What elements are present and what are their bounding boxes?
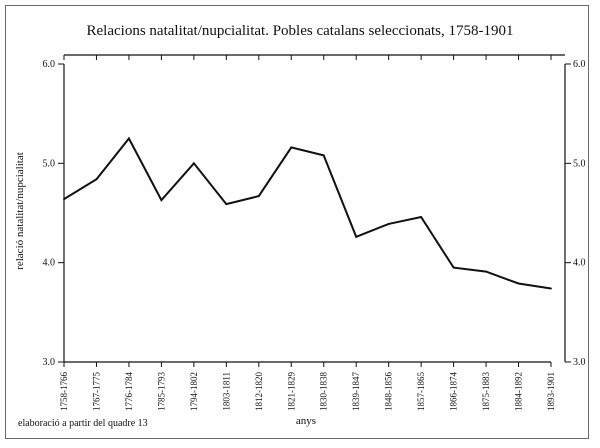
data-point bbox=[550, 287, 552, 290]
data-point bbox=[128, 137, 130, 140]
y-tick-label: 4.0 bbox=[43, 258, 56, 269]
y-tick-labels: 3.0 3.0 4.0 4.0 5.0 5.0 6.0 6.0 bbox=[43, 59, 586, 368]
data-point bbox=[63, 198, 65, 200]
y-tick-label: 6.0 bbox=[43, 59, 56, 70]
x-tick-label: 1812-1820 bbox=[254, 372, 264, 411]
data-point bbox=[452, 266, 455, 269]
data-point bbox=[387, 223, 390, 225]
x-tick-label: 1875-1883 bbox=[481, 372, 491, 411]
y-right-tick-label: 5.0 bbox=[573, 158, 586, 169]
data-point bbox=[290, 146, 293, 149]
data-point bbox=[225, 203, 228, 205]
data-point bbox=[517, 282, 520, 285]
x-tick-label: 1830-1838 bbox=[319, 372, 329, 411]
data-point bbox=[420, 216, 423, 218]
x-tick-label: 1767-1775 bbox=[91, 372, 101, 411]
chart-title: Relacions natalitat/nupcialitat. Pobles … bbox=[86, 23, 514, 39]
data-point bbox=[355, 235, 358, 238]
x-tick-label: 1794-1802 bbox=[189, 372, 199, 411]
x-axis-label: anys bbox=[296, 415, 316, 427]
x-tick-label: 1803-1811 bbox=[221, 372, 231, 411]
y-right-tick-label: 3.0 bbox=[573, 357, 586, 368]
data-point bbox=[95, 178, 98, 181]
source-note: elaboració a partir del quadre 13 bbox=[18, 418, 148, 429]
x-tick-label: 1758-1766 bbox=[59, 372, 69, 411]
data-point bbox=[322, 154, 325, 157]
x-tick-label: 1821-1829 bbox=[286, 372, 296, 411]
y-right-tick-label: 4.0 bbox=[573, 258, 586, 269]
x-tick-label: 1839-1847 bbox=[351, 372, 361, 411]
x-tick-label: 1884-1892 bbox=[514, 372, 524, 411]
axes bbox=[58, 54, 571, 367]
x-tick-label: 1848-1856 bbox=[384, 372, 394, 411]
x-tick-label: 1776-1784 bbox=[124, 372, 134, 411]
data-point bbox=[257, 195, 260, 198]
data-point bbox=[192, 162, 195, 165]
x-tick-label: 1893-1901 bbox=[546, 372, 556, 411]
y-right-tick-label: 6.0 bbox=[573, 59, 586, 70]
series-line-0 bbox=[63, 136, 552, 290]
x-tick-label: 1866-1874 bbox=[449, 372, 459, 411]
y-tick-label: 3.0 bbox=[43, 357, 56, 368]
x-tick-labels: 1758-1766 1767-1775 1776-1784 1785-1793 1794… bbox=[59, 372, 556, 411]
data-point bbox=[485, 270, 487, 273]
y-axis-label: relació natalitat/nupcialitat bbox=[14, 152, 26, 270]
y-tick-label: 5.0 bbox=[43, 158, 56, 169]
x-tick-label: 1857-1865 bbox=[416, 372, 426, 411]
x-tick-label: 1785-1793 bbox=[156, 372, 166, 411]
data-point bbox=[160, 199, 163, 201]
series-lines bbox=[63, 136, 552, 290]
chart-frame bbox=[5, 5, 589, 439]
